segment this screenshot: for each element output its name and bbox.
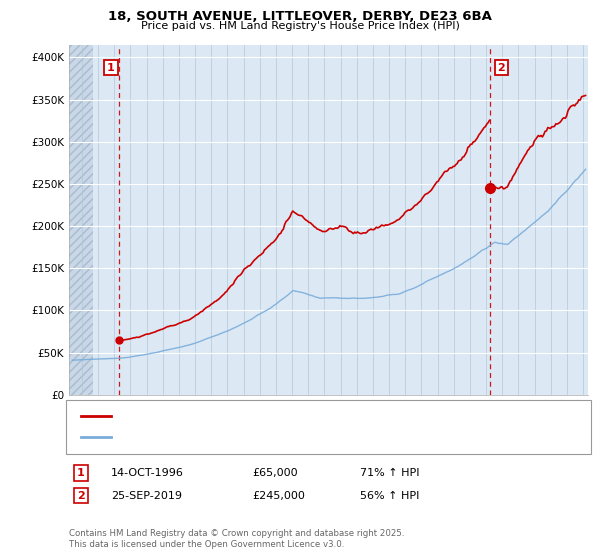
Text: £245,000: £245,000 [252, 491, 305, 501]
Text: 18, SOUTH AVENUE, LITTLEOVER, DERBY, DE23 6BA (semi-detached house): 18, SOUTH AVENUE, LITTLEOVER, DERBY, DE2… [117, 410, 487, 421]
Text: 56% ↑ HPI: 56% ↑ HPI [360, 491, 419, 501]
Text: 2: 2 [497, 63, 505, 73]
Bar [69, 45, 93, 395]
Text: 14-OCT-1996: 14-OCT-1996 [111, 468, 184, 478]
Text: 1: 1 [107, 63, 115, 73]
Text: 1: 1 [77, 468, 85, 478]
Text: 25-SEP-2019: 25-SEP-2019 [111, 491, 182, 501]
Text: £65,000: £65,000 [252, 468, 298, 478]
Text: Price paid vs. HM Land Registry's House Price Index (HPI): Price paid vs. HM Land Registry's House … [140, 21, 460, 31]
Text: 18, SOUTH AVENUE, LITTLEOVER, DERBY, DE23 6BA: 18, SOUTH AVENUE, LITTLEOVER, DERBY, DE2… [108, 10, 492, 23]
Text: HPI: Average price, semi-detached house, City of Derby: HPI: Average price, semi-detached house,… [117, 432, 389, 442]
Text: 71% ↑ HPI: 71% ↑ HPI [360, 468, 419, 478]
Text: Contains HM Land Registry data © Crown copyright and database right 2025.
This d: Contains HM Land Registry data © Crown c… [69, 529, 404, 549]
Text: 2: 2 [77, 491, 85, 501]
